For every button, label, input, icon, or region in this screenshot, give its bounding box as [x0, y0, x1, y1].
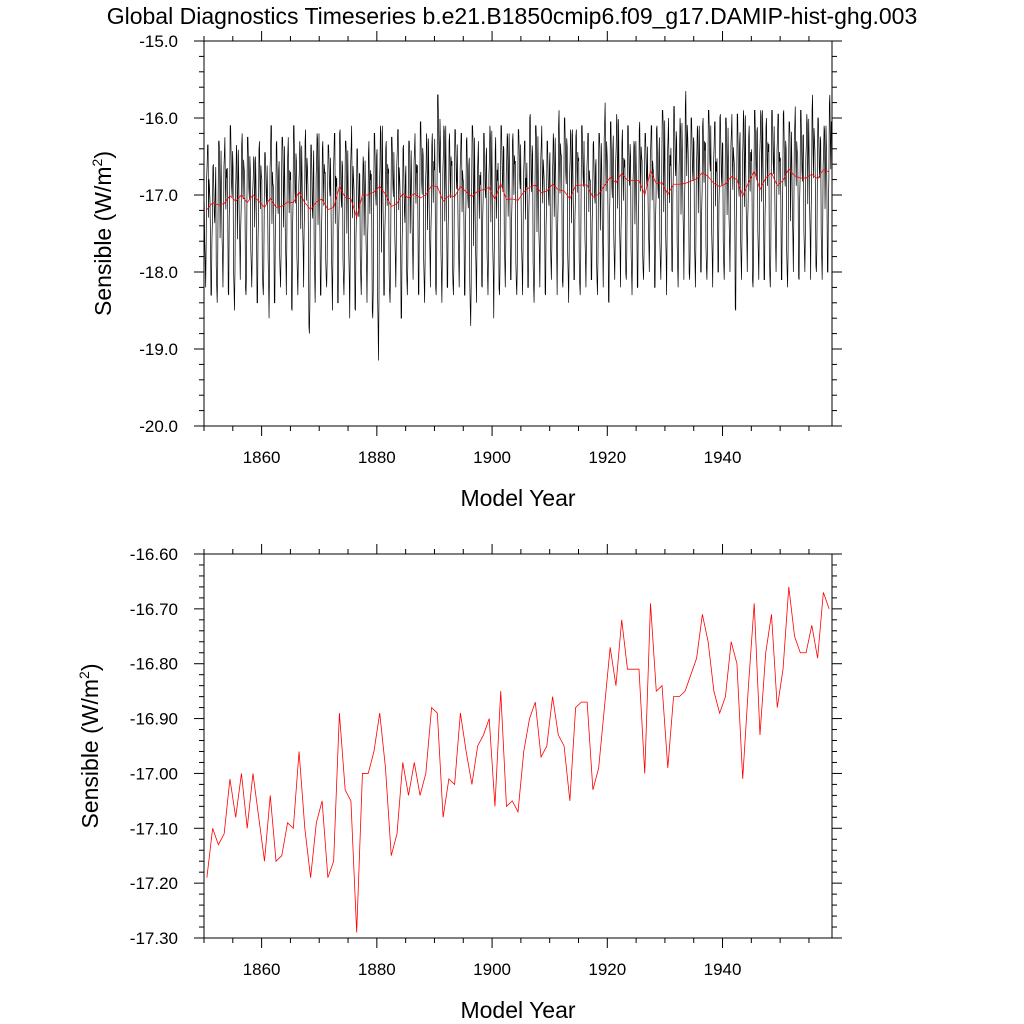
y-axis-title: Sensible (W/m2): [76, 663, 103, 828]
monthly-series-line: [204, 91, 832, 361]
annual-mean-series-line: [206, 168, 830, 219]
x-axis-title: Model Year: [460, 997, 575, 1023]
annual-mean-series-line: [206, 586, 830, 933]
x-tick-label: 1940: [704, 448, 742, 467]
x-tick-label: 1880: [358, 448, 396, 467]
y-tick-label: -16.90: [130, 710, 178, 729]
y-axis-title: Sensible (W/m2): [89, 151, 116, 316]
y-tick-label: -20.0: [139, 417, 178, 436]
y-tick-label: -19.0: [139, 340, 178, 359]
y-tick-label: -16.70: [130, 600, 178, 619]
x-tick-label: 1900: [473, 960, 511, 979]
y-tick-label: -17.0: [139, 186, 178, 205]
y-tick-label: -16.60: [130, 545, 178, 564]
plot-frame: [203, 553, 833, 939]
x-tick-label: 1940: [704, 960, 742, 979]
x-axis-title: Model Year: [460, 485, 575, 511]
top-panel: 1860 1880 1900 1920 1940 -20.0 -19.0 -18.0 -17.0…: [89, 31, 842, 511]
x-tick-label: 1860: [243, 448, 281, 467]
x-tick-label: 1900: [473, 448, 511, 467]
bottom-panel: 1860 1880 1900 1920 1940 -17.30 -17.20 -17.10 -1…: [76, 544, 842, 1023]
x-tick-label: 1880: [358, 960, 396, 979]
y-tick-label: -17.10: [130, 819, 178, 838]
y-tick-label: -17.20: [130, 874, 178, 893]
y-tick-label: -17.30: [130, 929, 178, 948]
x-tick-label: 1920: [588, 960, 626, 979]
y-tick-label: -16.80: [130, 655, 178, 674]
y-tick-label: -15.0: [139, 32, 178, 51]
x-tick-label: 1860: [243, 960, 281, 979]
x-tick-label: 1920: [588, 448, 626, 467]
y-tick-label: -16.0: [139, 109, 178, 128]
y-tick-label: -17.00: [130, 764, 178, 783]
chart-title: Global Diagnostics Timeseries b.e21.B185…: [107, 3, 918, 29]
plot-frame: [203, 40, 833, 427]
y-tick-label: -18.0: [139, 263, 178, 282]
